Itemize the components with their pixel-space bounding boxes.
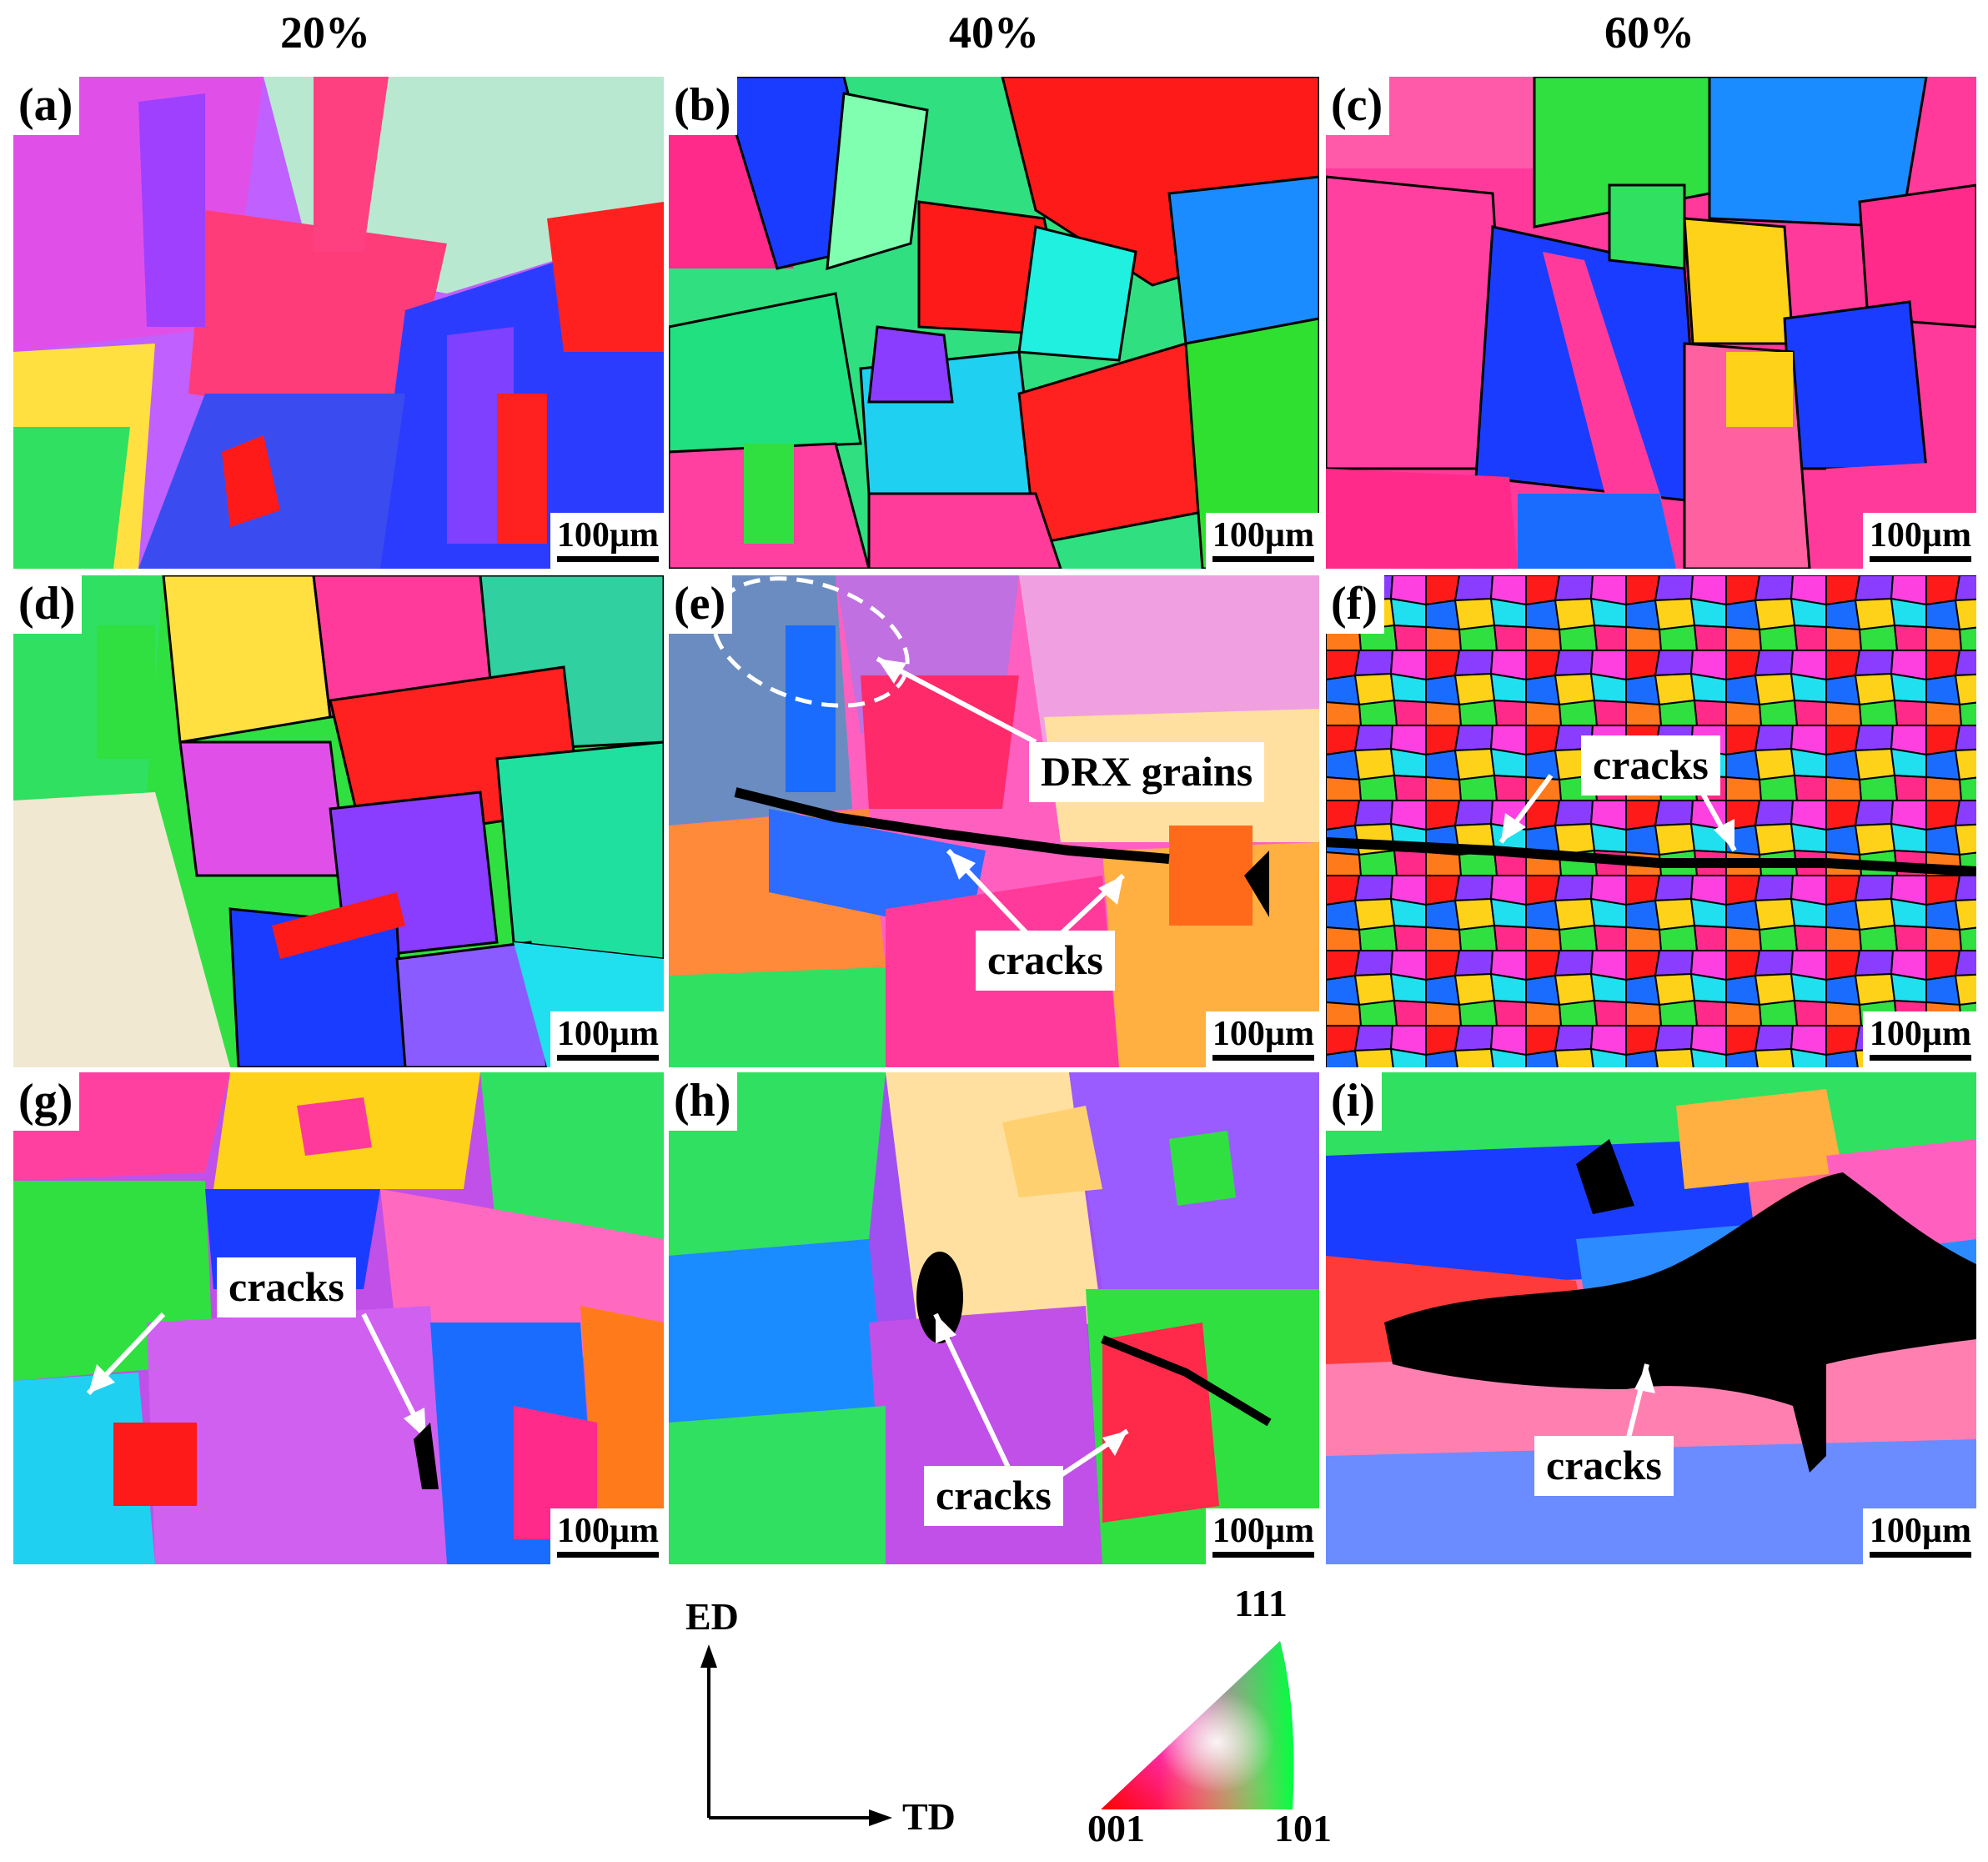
scale-bar: 100µm xyxy=(1205,1508,1319,1564)
ipf-label-001: 001 xyxy=(1087,1807,1145,1849)
ebsd-map-b xyxy=(669,77,1319,569)
panel-c: (c) 100µm xyxy=(1326,77,1976,569)
scale-bar: 100µm xyxy=(550,1508,664,1564)
drx-grains-callout: DRX grains xyxy=(1029,742,1265,802)
panel-d: (d) 100µm xyxy=(13,575,664,1067)
panel-label: (a) xyxy=(13,77,80,135)
annotation-overlay-f xyxy=(1499,774,1737,852)
ipf-label-111: 111 xyxy=(1234,1582,1288,1624)
axis-label-ed: ED xyxy=(685,1595,739,1638)
panel-g: (g) cracks 100µm xyxy=(13,1072,664,1564)
ipf-color-key xyxy=(1101,1641,1294,1809)
panel-label: (f) xyxy=(1326,575,1384,634)
scale-bar: 100µm xyxy=(550,513,664,569)
panel-label: (b) xyxy=(669,77,738,135)
annotation-overlay-g xyxy=(86,1312,439,1489)
cracks-callout-h: cracks xyxy=(924,1466,1063,1526)
annotation-overlay-h xyxy=(933,1312,1129,1483)
scale-bar: 100µm xyxy=(1862,1011,1976,1067)
panel-b: (b) 100µm xyxy=(669,77,1319,569)
column-header-40: 40% xyxy=(949,8,1039,58)
annotation-overlay-i xyxy=(1624,1363,1655,1448)
panel-a: (a) 100µm xyxy=(13,77,664,569)
panel-label: (e) xyxy=(669,575,733,634)
scale-bar: 100µm xyxy=(1862,513,1976,569)
panel-label: (h) xyxy=(669,1072,738,1131)
scale-bar: 100µm xyxy=(1205,1011,1319,1067)
annotation-overlay-e xyxy=(711,576,1126,936)
panel-e: (e) DRX grains cracks 100µm xyxy=(669,575,1319,1067)
panel-label: (i) xyxy=(1326,1072,1382,1131)
panel-label: (d) xyxy=(13,575,83,634)
panel-f: (f) cracks 100µm xyxy=(1326,575,1976,1067)
scale-bar: 100µm xyxy=(1205,513,1319,569)
scale-bar: 100µm xyxy=(550,1011,664,1067)
ebsd-map-i xyxy=(1326,1072,1976,1564)
panel-i: (i) cracks 100µm xyxy=(1326,1072,1976,1564)
column-header-20: 20% xyxy=(280,8,370,58)
sample-axes xyxy=(700,1644,892,1826)
cracks-callout-f: cracks xyxy=(1581,735,1720,795)
scale-bar: 100µm xyxy=(1862,1508,1976,1564)
ebsd-map-f xyxy=(1326,575,1976,1067)
cracks-callout-e: cracks xyxy=(976,931,1115,991)
ipf-label-101: 101 xyxy=(1274,1807,1332,1849)
axis-label-td: TD xyxy=(902,1795,956,1838)
ebsd-map-d xyxy=(13,575,664,1067)
panel-label: (c) xyxy=(1326,77,1390,135)
panel-label: (g) xyxy=(13,1072,80,1131)
cracks-callout-g: cracks xyxy=(217,1257,356,1317)
ebsd-map-c xyxy=(1326,77,1976,569)
ebsd-map-a xyxy=(13,77,664,569)
column-header-60: 60% xyxy=(1604,8,1694,58)
cracks-callout-i: cracks xyxy=(1534,1436,1674,1496)
panel-h: (h) cracks 100µm xyxy=(669,1072,1319,1564)
